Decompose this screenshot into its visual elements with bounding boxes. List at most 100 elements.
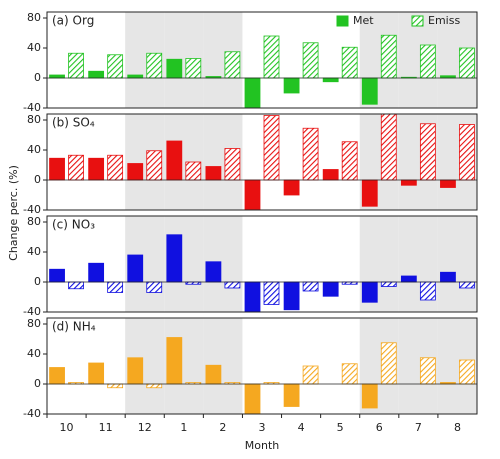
bar [380,114,397,181]
bar [322,169,339,181]
bar [166,140,183,181]
bar [107,383,124,389]
bar [49,74,65,79]
y-tick-label: -40 [23,101,41,114]
panel-title: (a) Org [52,14,94,28]
y-tick-label: 0 [34,377,41,390]
y-tick-label: 0 [34,275,41,288]
bar [263,35,280,79]
bar [302,281,319,292]
bar [302,42,319,79]
bar [440,271,456,283]
bar [244,383,261,414]
y-tick-label: 40 [27,143,41,156]
bar [88,262,105,283]
bar [400,275,417,283]
bar [68,154,84,181]
bar [68,281,84,290]
bar [49,157,65,181]
bar [361,383,378,409]
legend-label: Emiss [428,14,460,27]
y-tick-label: 0 [34,71,41,84]
y-tick-label: 80 [27,113,41,126]
bar [166,337,183,385]
bar [341,46,358,79]
bar [283,281,300,311]
legend-label: Met [353,14,374,27]
bar [459,124,475,181]
x-tick-label: 8 [454,421,461,434]
bar [361,77,378,105]
panel-frame [46,317,478,415]
bar [244,77,261,108]
bar [459,47,475,79]
bar [283,383,300,407]
bar [107,154,124,181]
y-tick-label: 0 [34,173,41,186]
panel-title: (d) NH₄ [52,320,96,334]
y-tick-label: 80 [27,215,41,228]
bar [459,359,475,385]
bar [341,363,358,385]
bar [380,34,397,79]
y-tick-label: -40 [23,203,41,216]
bar [224,281,241,289]
bar [88,70,105,79]
bar [205,166,222,181]
panel-title: (c) NO₃ [52,218,95,232]
bar [205,261,222,283]
x-tick-label: 6 [376,421,383,434]
y-axis-label: Change perc. (%) [7,165,20,261]
bar [361,179,378,207]
x-tick-label: 7 [415,421,422,434]
plot-area [49,337,475,414]
bar [146,52,163,79]
bar [107,54,124,79]
x-tick-label: 10 [60,421,74,434]
x-tick-label: 12 [138,421,152,434]
y-tick-label: -40 [23,305,41,318]
y-tick-label: 40 [27,245,41,258]
bar [302,127,319,181]
bar [361,281,378,303]
panel-frame [46,11,478,109]
y-tick-label: 80 [27,11,41,24]
panel-title: (b) SO₄ [52,116,95,130]
bar [283,77,300,94]
bar [146,150,163,181]
x-tick-label: 11 [99,421,113,434]
bar [419,357,436,385]
bar [244,281,261,312]
legend-swatch [411,15,424,27]
bar [146,383,163,389]
y-tick-label: 40 [27,347,41,360]
bar [88,157,105,181]
x-axis-label: Month [245,439,280,452]
bar [224,148,241,181]
y-tick-label: 80 [27,317,41,330]
legend-swatch [336,15,349,27]
panel-frame [46,215,478,313]
panel-frame [46,113,478,211]
y-tick-label: 40 [27,41,41,54]
bar [322,281,339,297]
bar [440,179,456,188]
x-tick-label: 2 [219,421,226,434]
x-tick-label: 4 [298,421,305,434]
bar [107,281,124,293]
x-tick-label: 3 [259,421,266,434]
bar [146,281,163,293]
bar [380,281,397,287]
bar [127,163,144,181]
bar [380,342,397,385]
bar [419,281,436,301]
bar [185,161,202,181]
bar [166,234,183,283]
bar [127,74,144,79]
bar [68,52,84,79]
bar [205,364,222,385]
x-tick-label: 1 [180,421,187,434]
plot-area [49,234,475,312]
